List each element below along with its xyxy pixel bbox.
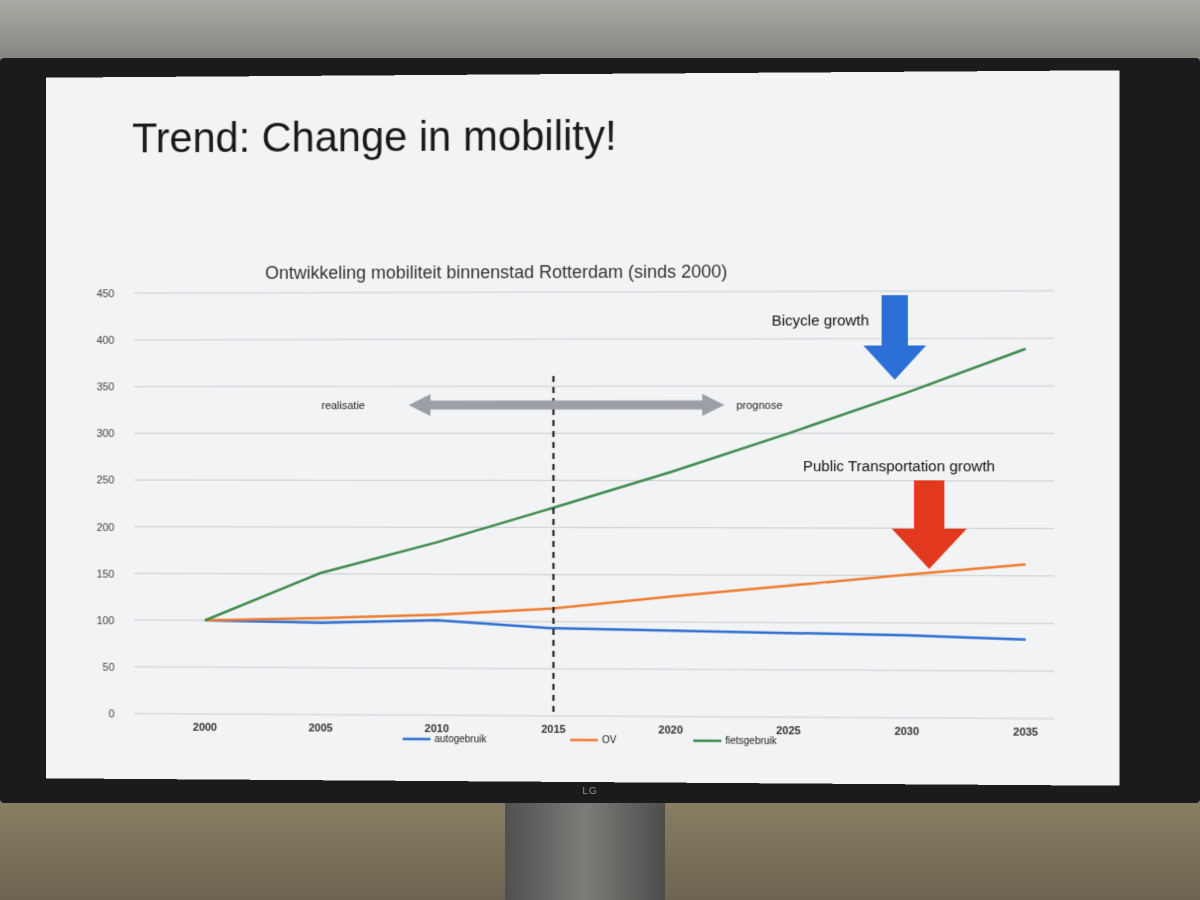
y-tick-label: 450 (96, 288, 114, 300)
gridline (134, 291, 1054, 293)
x-tick-label: 2030 (894, 726, 919, 738)
tv-stand (505, 790, 665, 900)
legend-label-autogebruik: autogebruik (434, 734, 486, 745)
x-tick-label: 2005 (308, 722, 332, 734)
y-tick-label: 350 (96, 382, 114, 394)
legend-label-fietsgebruik: fietsgebruik (725, 736, 776, 747)
y-tick-label: 400 (96, 335, 114, 347)
x-tick-label: 2035 (1013, 726, 1038, 738)
chart-series (205, 349, 1026, 640)
series-line-autogebruik (205, 619, 1026, 639)
presentation-slide: Trend: Change in mobility! Ontwikkeling … (46, 70, 1119, 785)
y-tick-label: 100 (96, 615, 114, 627)
series-line-fietsgebruik (205, 349, 1026, 624)
y-axis-ticks: 0 50 100 150 200 250 300 350 400 450 (96, 288, 114, 720)
gridline (134, 386, 1054, 387)
y-tick-label: 50 (102, 662, 114, 674)
x-tick-label: 2000 (193, 722, 217, 734)
pt-growth-label: Public Transportation growth (803, 459, 995, 475)
x-tick-label: 2025 (776, 725, 801, 737)
chart-title: Ontwikkeling mobiliteit binnenstad Rotte… (265, 261, 727, 282)
y-tick-label: 250 (96, 475, 114, 487)
legend-label-OV: OV (602, 735, 617, 746)
x-tick-label: 2015 (541, 724, 565, 736)
x-tick-label: 2020 (658, 724, 683, 736)
chart-legend: autogebruik OV fietsgebruik (403, 734, 777, 747)
gridline (134, 338, 1054, 340)
tv-brand-logo: LG (565, 786, 615, 800)
prognose-label: prognose (736, 400, 782, 412)
gridline (134, 714, 1054, 719)
bicycle-growth-arrow-icon (863, 295, 926, 380)
y-tick-label: 200 (96, 522, 114, 534)
realisatie-label: realisatie (321, 400, 365, 412)
line-chart: Ontwikkeling mobiliteit binnenstad Rotte… (46, 70, 1119, 785)
public-transport-growth-arrow-icon (892, 480, 967, 569)
y-tick-label: 150 (96, 568, 114, 580)
gridline (134, 667, 1054, 671)
bicycle-growth-label: Bicycle growth (772, 313, 869, 329)
y-tick-label: 300 (96, 428, 114, 440)
y-tick-label: 0 (108, 708, 114, 720)
range-double-arrow (409, 394, 725, 416)
